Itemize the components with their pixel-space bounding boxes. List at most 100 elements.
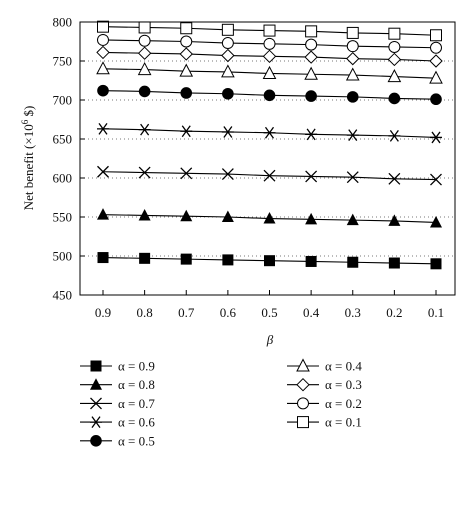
diamond-marker	[429, 54, 443, 68]
open-circle-marker	[221, 37, 234, 50]
square-marker	[264, 255, 275, 267]
legend-label: α = 0.2	[325, 396, 362, 411]
y-tick-label: 650	[53, 132, 73, 147]
legend-item: α = 0.6	[80, 415, 155, 430]
diamond-marker	[387, 52, 402, 67]
x-marker	[90, 397, 102, 410]
x-tick-label: 0.1	[428, 305, 444, 320]
x-marker	[97, 165, 109, 178]
triangle-marker	[388, 214, 401, 226]
x-tick-label: 0.7	[178, 305, 195, 320]
legend: α = 0.9 α = 0.8 α = 0.7 α = 0.6 α = 0.5 α = 0…	[80, 358, 362, 448]
series-9	[97, 20, 442, 42]
legend-label: α = 0.9	[118, 359, 155, 374]
open-circle-marker	[97, 33, 109, 46]
square-marker	[180, 253, 192, 265]
series-layer	[96, 20, 443, 270]
open-square-marker	[97, 20, 109, 33]
triangle-marker	[97, 208, 109, 220]
circle-marker	[180, 87, 193, 99]
y-tick-label: 800	[53, 15, 73, 30]
square-marker	[222, 254, 234, 266]
square-marker	[347, 256, 359, 268]
circle-marker	[90, 435, 102, 447]
legend-item: α = 0.5	[80, 433, 155, 448]
legend-label: α = 0.1	[325, 415, 362, 430]
asterisk-marker	[221, 126, 234, 138]
triangle-marker	[180, 209, 193, 222]
asterisk-marker	[430, 131, 442, 144]
triangle-marker	[90, 378, 102, 390]
triangle-marker	[138, 208, 151, 221]
circle-marker	[388, 92, 401, 105]
diamond-marker	[346, 51, 360, 66]
open-triangle-marker	[345, 67, 360, 81]
triangle-marker	[221, 210, 234, 222]
open-circle-marker	[263, 37, 276, 50]
open-triangle-marker	[429, 70, 443, 84]
series-4	[97, 122, 442, 144]
triangle-marker	[305, 212, 318, 225]
open-triangle-marker	[387, 69, 402, 83]
circle-marker	[97, 84, 109, 97]
square-marker	[90, 360, 102, 372]
series-5	[97, 84, 442, 106]
open-triangle-marker	[304, 66, 318, 80]
square-marker	[388, 257, 400, 269]
open-triangle-marker	[296, 358, 310, 372]
open-circle-marker	[180, 35, 193, 48]
legend-label: α = 0.6	[118, 415, 155, 430]
circle-marker	[263, 89, 276, 102]
y-axis-label-unit: $)	[21, 106, 36, 120]
open-square-marker	[138, 21, 151, 34]
open-triangle-marker	[262, 65, 277, 79]
circle-marker	[430, 93, 442, 106]
asterisk-marker	[388, 129, 401, 142]
series-2	[97, 208, 442, 228]
diamond-marker	[304, 50, 318, 64]
asterisk-marker	[346, 129, 359, 141]
x-tick-label: 0.3	[345, 305, 361, 320]
circle-marker	[346, 91, 359, 103]
open-circle-marker	[346, 40, 359, 53]
open-triangle-marker	[96, 61, 110, 75]
series-1	[97, 252, 442, 270]
legend-label: α = 0.3	[325, 377, 362, 392]
open-circle-marker	[297, 397, 309, 410]
legend-item: α = 0.3	[287, 377, 362, 392]
legend-label: α = 0.7	[118, 396, 155, 411]
y-tick-label: 700	[53, 93, 73, 108]
y-tick-label: 550	[53, 210, 73, 225]
asterisk-marker	[138, 123, 151, 136]
open-square-marker	[305, 25, 318, 38]
circle-marker	[305, 90, 317, 102]
circle-marker	[222, 87, 234, 100]
open-square-marker	[388, 27, 401, 40]
legend-label: α = 0.5	[118, 433, 155, 448]
diamond-marker	[262, 49, 277, 64]
x-axis-label: β	[266, 332, 274, 347]
diamond-marker	[296, 377, 310, 392]
legend-item: α = 0.1	[287, 415, 362, 430]
legend-item: α = 0.9	[80, 359, 155, 374]
legend-label: α = 0.8	[118, 377, 155, 392]
x-marker	[305, 170, 318, 183]
diamond-marker	[96, 45, 110, 60]
legend-label: α = 0.4	[325, 359, 362, 374]
plot-frame	[79, 21, 456, 296]
legend-item: α = 0.4	[287, 358, 362, 374]
series-6	[96, 61, 443, 84]
x-marker	[180, 167, 193, 180]
x-marker	[263, 169, 276, 182]
open-triangle-marker	[137, 61, 152, 76]
x-tick-label: 0.9	[95, 305, 111, 320]
open-square-marker	[180, 22, 193, 35]
y-axis-label-sup: 6	[20, 119, 30, 124]
open-square-marker	[263, 24, 276, 37]
asterisk-marker	[90, 416, 102, 428]
open-circle-marker	[305, 38, 318, 51]
x-tick-label: 0.4	[303, 305, 320, 320]
x-tick-label: 0.8	[137, 305, 153, 320]
asterisk-marker	[305, 128, 318, 141]
